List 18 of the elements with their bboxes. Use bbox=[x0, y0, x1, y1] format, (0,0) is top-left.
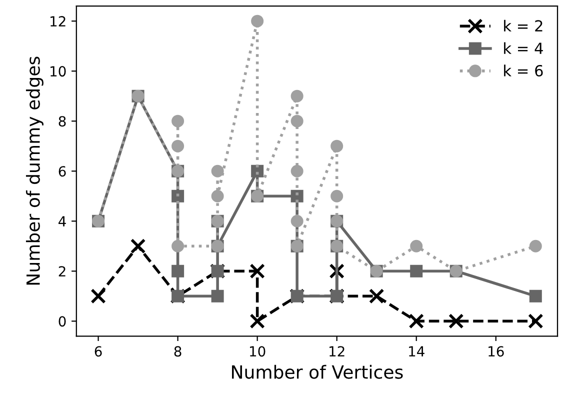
x-tick-label: 10 bbox=[250, 346, 266, 357]
y-tick-label: 8 bbox=[58, 116, 66, 127]
x-tick-label: 8 bbox=[174, 346, 182, 357]
y-tick-label: 12 bbox=[50, 16, 66, 26]
y-axis-title: Number of dummy edges bbox=[26, 56, 44, 285]
x-tick-label: 12 bbox=[330, 346, 344, 356]
legend-label: k = 2 bbox=[504, 20, 542, 32]
x-tick-label: 16 bbox=[488, 346, 504, 357]
y-tick-label: 10 bbox=[50, 66, 66, 77]
y-tick-label: 0 bbox=[58, 316, 66, 327]
x-axis-title: Number of Vertices bbox=[232, 364, 403, 379]
legend-label: k = 4 bbox=[504, 42, 543, 54]
y-tick-label: 2 bbox=[58, 266, 66, 276]
x-tick-label: 14 bbox=[409, 346, 424, 356]
y-tick-label: 4 bbox=[58, 216, 66, 226]
y-tick-label: 6 bbox=[58, 166, 66, 177]
x-tick-label: 6 bbox=[94, 346, 102, 357]
legend-label: k = 6 bbox=[504, 64, 543, 76]
